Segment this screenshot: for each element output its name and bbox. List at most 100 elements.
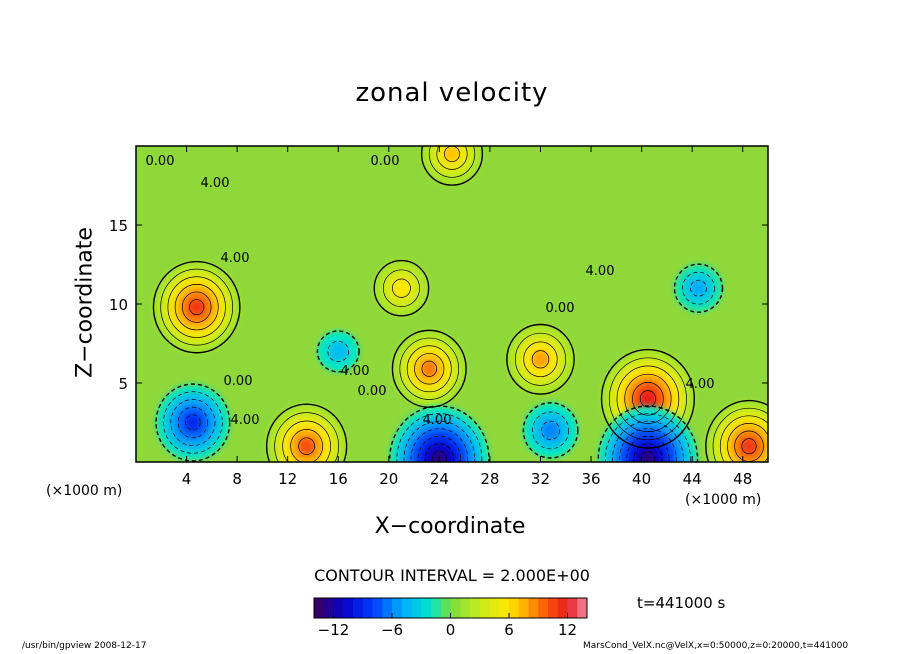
contour-line-2-1 [274,412,339,462]
colorbar-segment [392,598,403,618]
contour-line-7-4 [632,382,664,416]
contour-line-7-0 [600,348,696,449]
colorbar-segment [489,598,500,618]
x-tick-label: 8 [232,470,242,488]
contour-line-11-6 [640,450,656,462]
colorbar-segment [440,598,451,618]
colorbar-segment [411,598,422,618]
contour-line-4-2 [406,345,452,393]
contour-line-1-2 [170,399,216,446]
contour-line-9-5 [741,438,757,455]
x-tick-label: 12 [278,470,297,488]
contour-label: 0.00 [358,384,387,399]
contour-line-0-2 [167,276,226,338]
velocity-feature-12-level-2 [392,279,411,298]
velocity-feature-8-level-2 [690,280,707,297]
colorbar-segment [499,598,510,618]
contour-line-10-0 [389,405,490,462]
contour-line-10-3 [410,428,469,462]
colorbar-tick-label: −6 [381,621,403,639]
x-tick-label: 36 [581,470,600,488]
contour-line-9-0 [705,399,768,462]
contour-line-10-1 [396,413,483,462]
colorbar-segment [548,598,559,618]
contour-line-11-3 [619,428,677,462]
x-tick-label: 40 [632,470,651,488]
contour-line-10-5 [424,443,454,462]
colorbar-segment [314,598,325,618]
contour-label: 4.00 [201,176,230,191]
colorbar-segment [518,598,529,618]
colorbar-segment [431,598,442,618]
contour-line-1-3 [177,406,208,439]
colorbar-tick-label: 12 [558,621,577,639]
contour-line-6-1 [532,411,570,450]
contour-line-11-1 [605,413,691,462]
contour-line-11-5 [633,443,663,462]
colorbar-segment [362,598,373,618]
contour-line-13-2 [436,146,468,170]
colorbar-segment [450,598,461,618]
contour-label: 4.00 [423,413,452,428]
colorbar-segment [401,598,412,618]
contour-line-8-1 [682,271,715,305]
colorbar-segment [353,598,364,618]
contour-line-5-1 [514,332,567,386]
contour-line-5-0 [506,323,575,395]
contour-line-7-1 [608,357,687,441]
contour-line-0-1 [160,268,234,346]
velocity-feature-5-level-3 [532,350,549,368]
contour-label: 0.00 [371,154,400,169]
contour-line-4-1 [399,337,460,400]
contour-line-6-2 [541,420,561,440]
contour-line-11-2 [612,420,684,462]
x-tick-label: 28 [480,470,499,488]
velocity-feature-4-level-4 [421,361,437,377]
contour-line-8-0 [673,263,724,313]
contour-line-5-2 [523,341,558,378]
velocity-feature-7-level-5 [640,390,656,407]
contour-line-4-3 [414,353,445,385]
colorbar-segment [577,598,588,618]
colorbar-segment [421,598,432,618]
colorbar-segment [343,598,354,618]
contour-line-13-1 [428,146,476,178]
contour-label: 0.00 [224,374,253,389]
colorbar-tick-label: 0 [446,621,456,639]
contour-line-8-2 [690,279,707,297]
colorbar-segment [372,598,383,618]
contour-line-12-0 [373,259,430,317]
y-tick-label: 15 [109,217,128,235]
contour-line-2-4 [298,437,315,455]
colorbar-segment [567,598,578,618]
footer-source: MarsCond_VelX.nc@VelX,x=0:50000,z=0:2000… [583,641,849,651]
contour-label: 4.00 [341,364,370,379]
contour-line-2-0 [265,403,348,462]
velocity-feature-1-level-4 [185,414,201,431]
velocity-feature-6-level-2 [541,421,560,440]
contour-line-7-2 [616,365,680,432]
velocity-feature-0-level-5 [189,299,204,315]
contour-label: 0.00 [146,154,175,169]
y-tick-label: 5 [118,375,128,393]
colorbar-tick-label: 6 [504,621,514,639]
contour-line-9-3 [727,423,768,462]
contour-interval-text: CONTOUR INTERVAL = 2.000E+00 [314,566,590,585]
contour-line-4-0 [391,329,467,408]
contour-label: 4.00 [686,377,715,392]
colorbar-segment [460,598,471,618]
contour-line-9-1 [712,407,768,462]
x-tick-label: 4 [182,470,192,488]
contour-line-7-5 [639,390,657,408]
x-tick-label: 48 [733,470,752,488]
contour-line-0-5 [189,299,205,316]
colorbar-segment [509,598,520,618]
contour-label: 4.00 [586,264,615,279]
contour-line-10-2 [403,420,476,462]
velocity-feature-2-level-4 [298,437,315,455]
x-unit-label-left: (×1000 m) [46,483,123,499]
footer-program: /usr/bin/gpview 2008-12-17 [22,641,147,651]
contour-label: 4.00 [231,413,260,428]
contour-line-2-2 [282,420,331,462]
